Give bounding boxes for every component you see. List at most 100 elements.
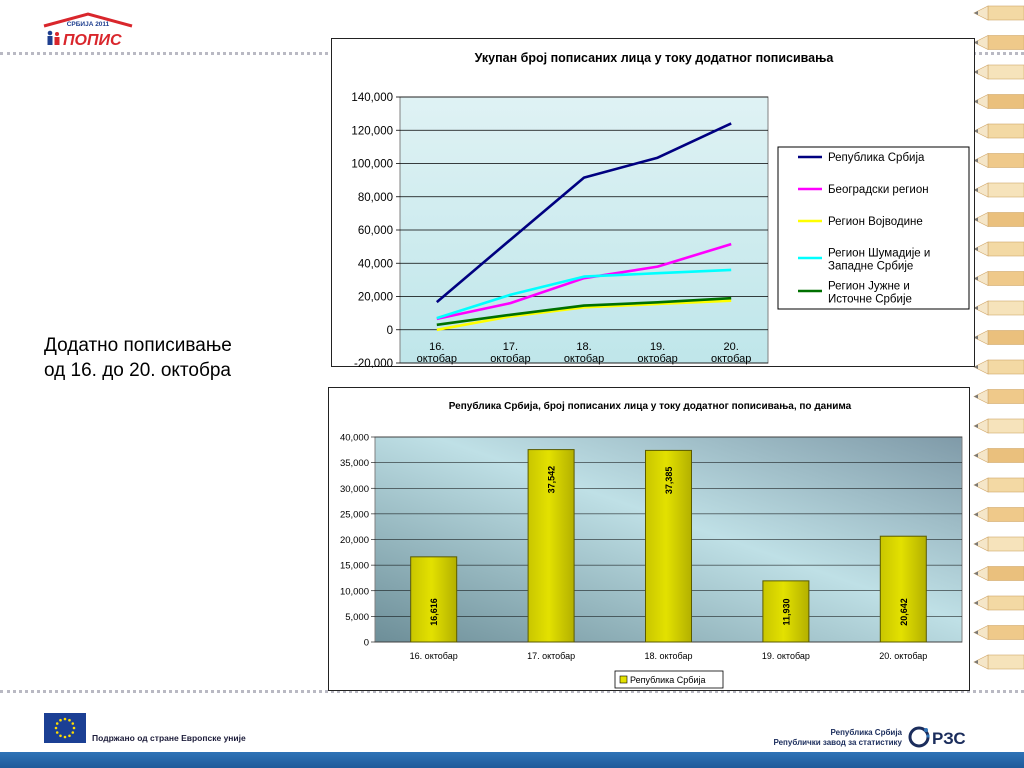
legend-label: Регион Војводине <box>828 216 923 228</box>
eu-star-icon <box>72 726 76 730</box>
bar-y-tick-label: 15,000 <box>340 561 369 572</box>
bar-legend: Република Србија <box>614 670 724 689</box>
line-y-tick-label: 40,000 <box>358 258 393 270</box>
legend-label: Београдски регион <box>828 184 929 196</box>
legend-label: Република Србија <box>630 675 705 685</box>
eu-star-icon <box>55 722 59 725</box>
census-logo: СРБИЈА 2011 ПОПИС <box>43 12 133 48</box>
line-x-tick-label: 16. октобар <box>417 341 457 365</box>
bar <box>645 449 692 643</box>
eu-star-icon <box>54 726 58 730</box>
line-series-3 <box>436 299 732 332</box>
pencil-icon <box>973 123 1024 139</box>
bar-y-tick-label: 30,000 <box>340 484 369 495</box>
bar-x-tick-label: 17. октобар <box>527 651 575 661</box>
eu-flag-icon <box>44 713 86 743</box>
bar-chart: Република Србија, број пописаних лица у … <box>340 400 963 689</box>
eu-star-icon <box>68 718 71 722</box>
pencil-icon <box>973 389 1024 404</box>
pencils-decoration <box>973 5 1024 670</box>
pencil-icon <box>973 153 1024 168</box>
eu-support-text: Подржано од стране Европске уније <box>92 733 246 743</box>
eu-star-icon <box>68 734 71 738</box>
bar-y-tick-label: 35,000 <box>340 458 369 469</box>
pencil-icon <box>973 300 1024 316</box>
line-x-tick-label: 18. октобар <box>564 341 604 365</box>
line-y-tick-label: 80,000 <box>358 192 393 204</box>
bar-x-tick-label: 20. октобар <box>879 651 927 661</box>
pencil-icon <box>973 477 1024 493</box>
bar <box>410 556 458 643</box>
bar-y-tick-label: 40,000 <box>340 433 369 444</box>
pencil-icon <box>973 536 1024 552</box>
line-y-tick-label: 60,000 <box>358 225 393 237</box>
line-y-tick-label: -20,000 <box>354 358 393 368</box>
line-y-tick-label: 100,000 <box>351 159 393 171</box>
line-series-4 <box>436 268 732 320</box>
pencil-icon <box>973 5 1024 21</box>
bar-value-label: 20,642 <box>899 598 909 626</box>
line-chart-panel: Укупан број пописаних лица у току додатн… <box>331 38 975 368</box>
line-x-tick-label: 20. октобар <box>711 341 751 365</box>
rzs-name-line1: Република Србија <box>830 728 902 737</box>
bar <box>527 449 575 643</box>
pencil-icon <box>973 64 1024 80</box>
footer-color-strip <box>0 752 1024 768</box>
eu-star-icon <box>59 718 62 722</box>
bar-x-tick-label: 18. октобар <box>644 651 692 661</box>
bar-value-label: 16,616 <box>429 598 439 626</box>
line-x-tick-label: 17. октобар <box>490 341 530 365</box>
line-chart: Укупан број пописаних лица у току додатн… <box>351 51 970 368</box>
line-y-tick-label: 20,000 <box>358 292 393 304</box>
slide-subtitle: Додатно пописивање од 16. до 20. октобра <box>44 333 294 383</box>
line-x-tick-label: 19. октобар <box>637 341 677 365</box>
bar-chart-panel: Република Србија, број пописаних лица у … <box>328 387 970 691</box>
eu-star-icon <box>71 731 75 734</box>
pencil-icon <box>973 35 1024 50</box>
pencil-icon <box>973 448 1024 463</box>
rzs-logo-text: РЗС <box>932 729 966 748</box>
bar-y-tick-label: 25,000 <box>340 509 369 520</box>
eu-star-icon <box>63 717 67 721</box>
pencil-icon <box>973 271 1024 286</box>
bar-chart-title: Република Србија, број пописаних лица у … <box>449 400 852 412</box>
pencil-icon <box>973 212 1024 227</box>
rzs-logo: РЗС <box>908 726 966 748</box>
bar-value-label: 37,385 <box>664 467 674 495</box>
bar-value-label: 11,930 <box>781 598 791 625</box>
legend-label: Република Србија <box>828 152 925 164</box>
pencil-icon <box>973 625 1024 640</box>
pencil-icon <box>973 595 1024 611</box>
pencil-icon <box>973 654 1024 670</box>
line-legend <box>777 146 970 310</box>
slide-subtitle-line2: од 16. до 20. октобра <box>44 360 231 381</box>
slide-subtitle-line1: Додатно пописивање <box>44 335 232 356</box>
pencil-icon <box>973 94 1024 109</box>
line-series-2 <box>436 242 732 321</box>
line-y-tick-label: 140,000 <box>351 92 393 104</box>
line-chart-title: Укупан број пописаних лица у току додатн… <box>475 51 835 65</box>
pencil-icon <box>973 418 1024 434</box>
line-y-tick-label: 120,000 <box>351 125 393 137</box>
pencil-icon <box>973 241 1024 257</box>
pencil-icon <box>973 359 1024 375</box>
bar <box>762 580 810 643</box>
bar-x-tick-label: 16. октобар <box>410 651 458 661</box>
rzs-name-line2: Републички завод за статистику <box>773 738 902 747</box>
eu-star-icon <box>71 722 75 725</box>
line-y-tick-label: 0 <box>387 325 393 337</box>
logo-year-text: СРБИЈА 2011 <box>67 21 110 28</box>
bar-value-label: 37,542 <box>547 466 557 494</box>
legend-swatch <box>619 675 628 684</box>
bar-y-tick-label: 10,000 <box>340 586 369 597</box>
legend-label: Регион Јужне и Источне Србије <box>828 281 912 306</box>
bar <box>879 535 927 643</box>
bar-y-tick-label: 0 <box>364 638 369 649</box>
eu-star-icon <box>59 734 62 738</box>
eu-star-icon <box>63 735 67 739</box>
pencil-icon <box>973 566 1024 581</box>
bar-y-tick-label: 20,000 <box>340 535 369 546</box>
rzs-name: Република Србија Републички завод за ста… <box>773 728 902 748</box>
eu-star-icon <box>55 731 59 734</box>
bar-y-tick-label: 5,000 <box>345 612 369 623</box>
